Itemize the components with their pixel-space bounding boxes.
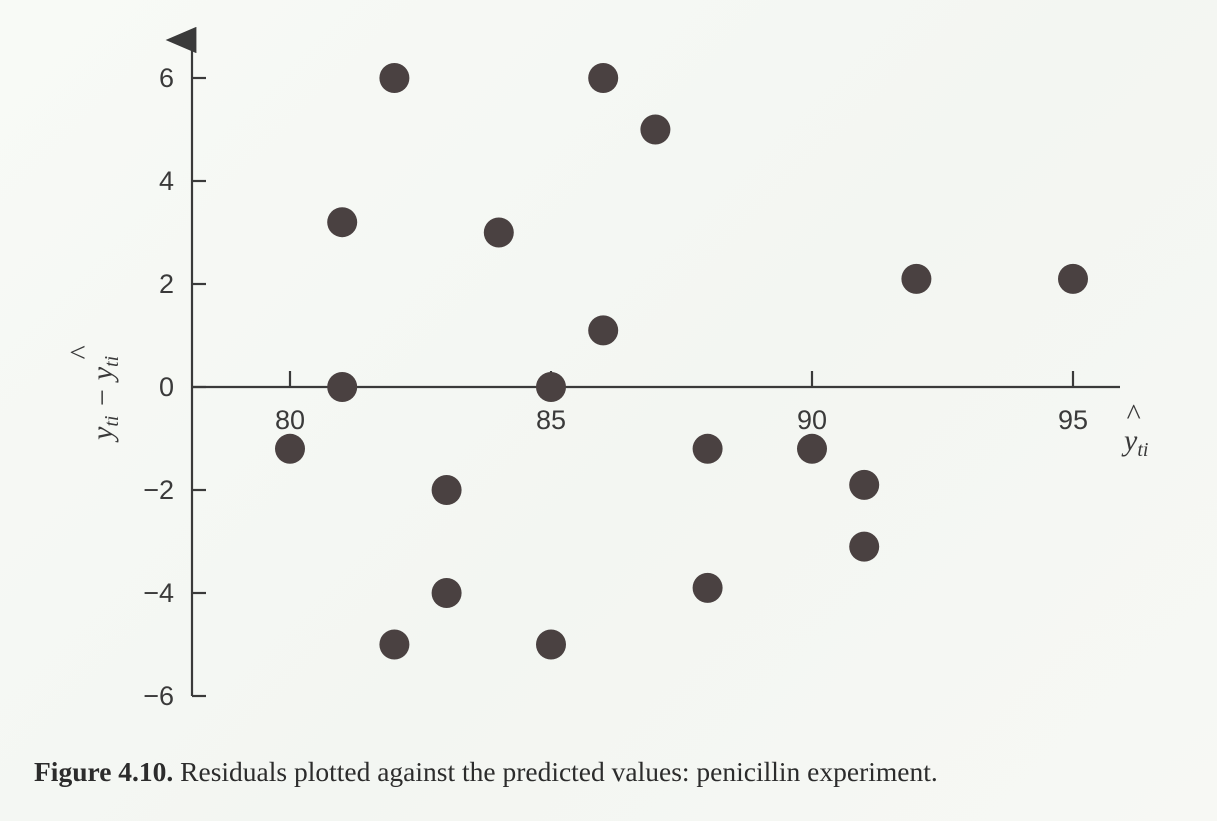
data-point [327, 207, 358, 238]
data-point [797, 433, 827, 464]
y-tick-label: 6 [159, 63, 174, 93]
caption-label: Figure 4.10. [34, 756, 174, 787]
data-point [640, 114, 671, 145]
svg-text:yti: yti [1121, 424, 1148, 461]
data-point [431, 578, 462, 608]
y-label-hat-sub: ti [101, 356, 123, 367]
y-label-hat-main: y [86, 366, 119, 383]
x-label-main: y [1121, 424, 1138, 457]
data-point [849, 531, 880, 562]
data-point [379, 63, 410, 93]
data-point [431, 475, 462, 505]
x-axis-label: ^ yti [1121, 398, 1148, 461]
data-point [588, 315, 619, 346]
y-axis-label: yti − yti ^ [64, 345, 123, 443]
data-point [901, 263, 932, 294]
y-tick-label: 4 [159, 166, 174, 196]
data-point [327, 372, 358, 402]
data-point [692, 433, 723, 464]
x-label-hat: ^ [1126, 398, 1141, 431]
x-ticks: 80 85 90 95 [275, 371, 1088, 435]
data-point [536, 372, 566, 402]
y-label-minus: − [86, 380, 119, 415]
data-point [536, 629, 566, 660]
x-tick-label: 95 [1058, 405, 1088, 435]
y-tick-label: 2 [159, 269, 174, 299]
y-ticks: 6 4 2 0 −2 −4 −6 [143, 63, 206, 711]
data-point [588, 63, 619, 93]
x-tick-label: 80 [275, 405, 305, 435]
y-tick-label: 0 [159, 372, 174, 402]
figure-caption: Figure 4.10. Residuals plotted against t… [34, 756, 1194, 788]
y-tick-label: −4 [143, 578, 174, 608]
data-point [692, 572, 723, 603]
x-tick-label: 85 [536, 405, 566, 435]
x-label-sub: ti [1137, 439, 1148, 461]
y-label-sub: ti [101, 416, 123, 427]
data-point [275, 433, 305, 464]
y-tick-label: −6 [143, 681, 174, 711]
x-tick-label: 90 [797, 405, 827, 435]
data-point [379, 629, 410, 660]
y-label-hat: ^ [64, 345, 97, 360]
y-label-main: y [86, 426, 119, 443]
y-tick-label: −2 [143, 475, 174, 505]
data-points [275, 63, 1088, 660]
caption-text: Residuals plotted against the predicted … [173, 756, 938, 787]
svg-text:yti − yti: yti − yti [86, 356, 123, 443]
data-point [483, 217, 514, 248]
data-point [1058, 263, 1088, 294]
data-point [849, 469, 880, 500]
